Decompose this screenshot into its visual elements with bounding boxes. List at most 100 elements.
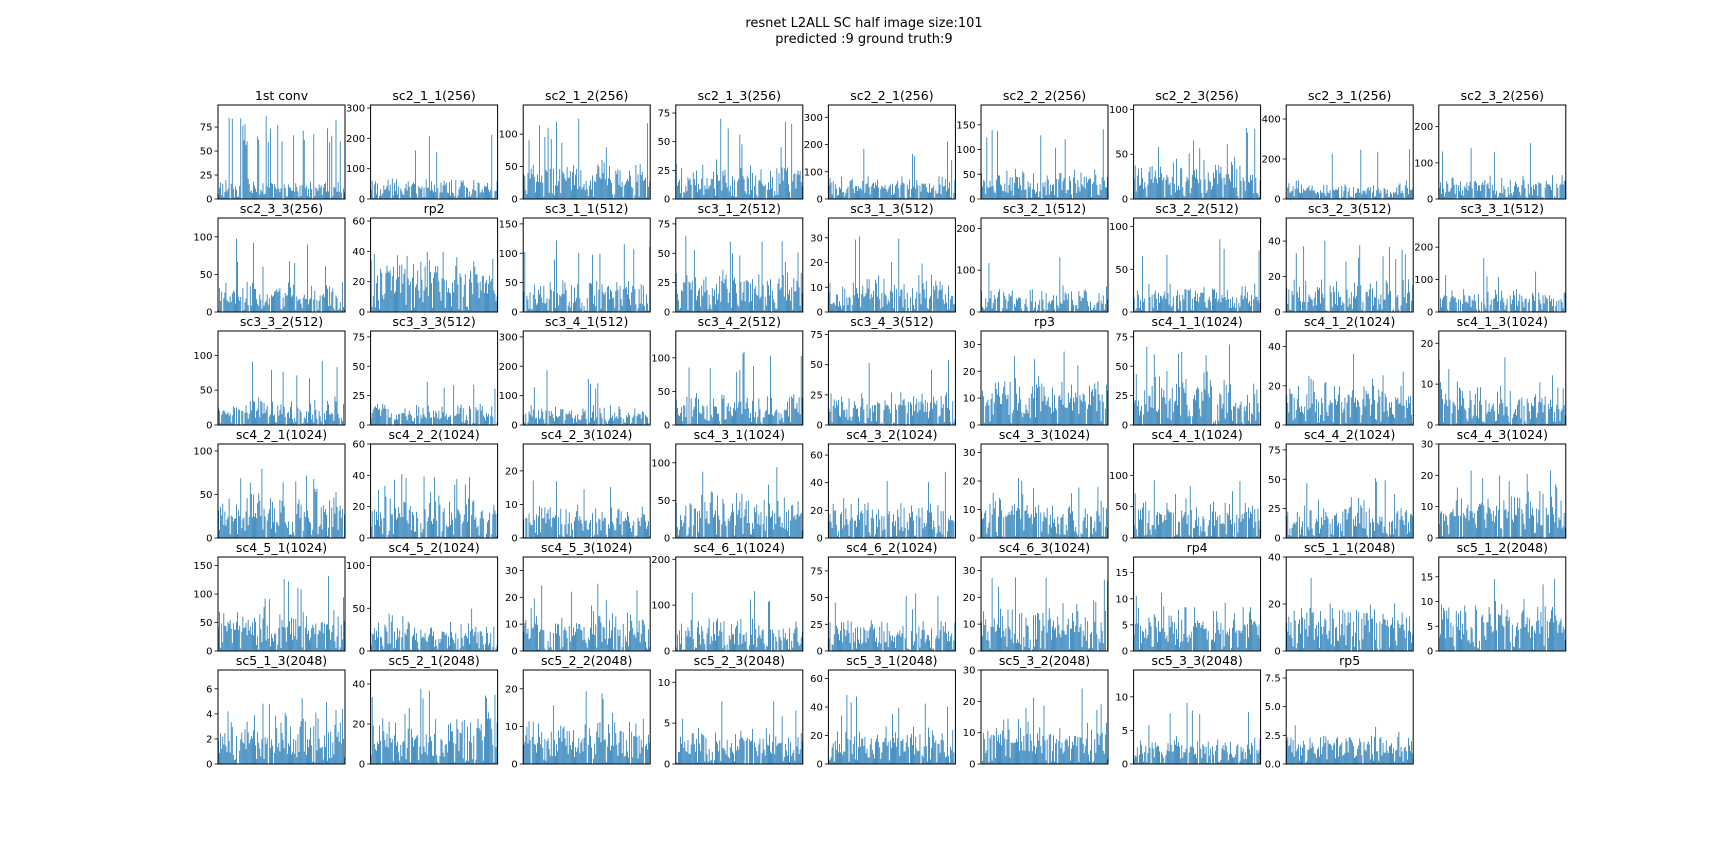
bar (1286, 197, 1288, 199)
bar (394, 419, 395, 425)
bar (940, 194, 942, 199)
bar (1231, 524, 1232, 538)
bar (560, 193, 562, 199)
bar (445, 280, 447, 312)
bar (648, 310, 650, 312)
bar (618, 184, 620, 199)
bar (1357, 512, 1359, 538)
y-tick-label: 10 (810, 283, 823, 294)
bar (590, 519, 591, 538)
bar (603, 407, 605, 425)
bar (1149, 296, 1151, 312)
bar (1253, 528, 1255, 538)
bar (316, 300, 318, 312)
bar (1443, 513, 1444, 538)
bar (236, 622, 237, 651)
bar (1514, 295, 1515, 312)
bar (475, 274, 477, 312)
bar (1330, 402, 1332, 425)
bar (1183, 195, 1185, 199)
bar (1003, 292, 1005, 312)
bar (574, 418, 575, 425)
bar (895, 185, 896, 199)
bar (289, 534, 290, 538)
bar (1344, 397, 1346, 425)
y-tick-label: 75 (810, 330, 823, 341)
y-tick-label: 100 (1109, 222, 1128, 233)
bar (727, 403, 729, 425)
bar (336, 636, 338, 651)
bar (427, 405, 429, 425)
bar (933, 520, 935, 538)
bar (1523, 523, 1525, 538)
bar (1057, 423, 1059, 425)
bar (328, 527, 329, 538)
y-tick-label: 0 (1274, 308, 1280, 319)
bar (643, 306, 645, 312)
bar (1381, 516, 1383, 538)
bar (532, 409, 534, 425)
bar (597, 534, 599, 538)
bar (534, 623, 536, 651)
bar (1470, 307, 1472, 312)
bar (1351, 308, 1353, 312)
bar (938, 416, 940, 425)
bar (316, 488, 318, 538)
bar (599, 407, 601, 425)
bar (422, 528, 424, 538)
bar (399, 630, 401, 651)
bar (1320, 414, 1321, 425)
bar (267, 423, 269, 425)
bar (847, 304, 849, 312)
bar (720, 118, 722, 199)
bar (543, 419, 545, 425)
bar (301, 647, 303, 651)
bar (392, 648, 394, 651)
bar (1039, 191, 1041, 199)
bar (293, 618, 295, 651)
bar (1496, 505, 1497, 538)
bar (563, 173, 565, 199)
bar (1483, 421, 1485, 425)
y-tick-label: 0 (206, 308, 212, 319)
bar (1558, 300, 1560, 312)
bar (1525, 298, 1527, 312)
bar (444, 185, 446, 199)
bar (461, 523, 463, 538)
bar (1456, 487, 1458, 538)
bar (1534, 300, 1535, 312)
bar (1535, 394, 1537, 425)
bar (801, 530, 803, 538)
bar (531, 525, 533, 538)
bar (604, 518, 606, 538)
bar (343, 188, 344, 199)
bar (679, 309, 680, 312)
bar (681, 407, 683, 425)
bar (1467, 504, 1469, 538)
bar (453, 534, 455, 538)
bar (1248, 181, 1249, 199)
bar (896, 183, 898, 199)
bar (1556, 404, 1558, 425)
bar (792, 309, 794, 312)
bar (416, 193, 418, 199)
bar (628, 516, 629, 538)
bar (1017, 177, 1018, 199)
bar (390, 621, 392, 651)
bar (609, 418, 610, 425)
bar (988, 522, 990, 538)
bar (390, 290, 392, 312)
bar (952, 520, 954, 538)
bar (1341, 304, 1343, 312)
bar (254, 288, 255, 312)
bar (1562, 388, 1564, 425)
bar (856, 527, 857, 538)
bar (991, 393, 993, 425)
bar (1358, 257, 1360, 312)
bar (338, 649, 340, 651)
bar (1330, 292, 1332, 312)
bar (954, 180, 956, 199)
bar (486, 627, 487, 651)
